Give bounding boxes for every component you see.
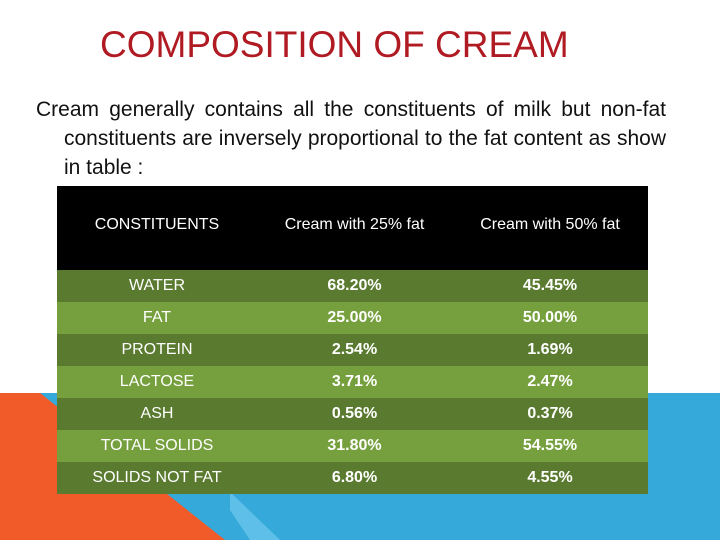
table-body: WATER 68.20% 45.45% FAT 25.00% 50.00% PROTEIN 2… bbox=[57, 270, 648, 494]
table-cell: 0.37% bbox=[452, 398, 648, 430]
table-row: TOTAL SOLIDS 31.80% 54.55% bbox=[57, 430, 648, 462]
table-row: ASH 0.56% 0.37% bbox=[57, 398, 648, 430]
slide-title: COMPOSITION OF CREAM bbox=[100, 24, 569, 65]
header-cell: Cream with 50% fat bbox=[452, 186, 648, 270]
table-row: SOLIDS NOT FAT 6.80% 4.55% bbox=[57, 462, 648, 494]
table-cell: 3.71% bbox=[257, 366, 452, 398]
table-cell: LACTOSE bbox=[57, 366, 257, 398]
table-row: LACTOSE 3.71% 2.47% bbox=[57, 366, 648, 398]
table-cell: PROTEIN bbox=[57, 334, 257, 366]
table-cell: ASH bbox=[57, 398, 257, 430]
composition-table: CONSTITUENTS Cream with 25% fat Cream with… bbox=[57, 186, 648, 494]
header-cell: Cream with 25% fat bbox=[257, 186, 452, 270]
table-cell: SOLIDS NOT FAT bbox=[57, 462, 257, 494]
paragraph: Cream generally contains all the constit… bbox=[36, 98, 666, 179]
header-row: CONSTITUENTS Cream with 25% fat Cream with… bbox=[57, 186, 648, 270]
table-cell: WATER bbox=[57, 270, 257, 302]
light-triangle bbox=[230, 492, 280, 540]
table-cell: 31.80% bbox=[257, 430, 452, 462]
table-cell: 6.80% bbox=[257, 462, 452, 494]
table-cell: 2.54% bbox=[257, 334, 452, 366]
table-cell: 45.45% bbox=[452, 270, 648, 302]
table-cell: 68.20% bbox=[257, 270, 452, 302]
table-cell: 0.56% bbox=[257, 398, 452, 430]
table-cell: 50.00% bbox=[452, 302, 648, 334]
table-cell: FAT bbox=[57, 302, 257, 334]
header-cell: CONSTITUENTS bbox=[57, 186, 257, 270]
table-row: FAT 25.00% 50.00% bbox=[57, 302, 648, 334]
table-cell: TOTAL SOLIDS bbox=[57, 430, 257, 462]
table-cell: 4.55% bbox=[452, 462, 648, 494]
table-cell: 54.55% bbox=[452, 430, 648, 462]
table-row: WATER 68.20% 45.45% bbox=[57, 270, 648, 302]
table-row: PROTEIN 2.54% 1.69% bbox=[57, 334, 648, 366]
table-cell: 2.47% bbox=[452, 366, 648, 398]
table-cell: 25.00% bbox=[257, 302, 452, 334]
table-cell: 1.69% bbox=[452, 334, 648, 366]
